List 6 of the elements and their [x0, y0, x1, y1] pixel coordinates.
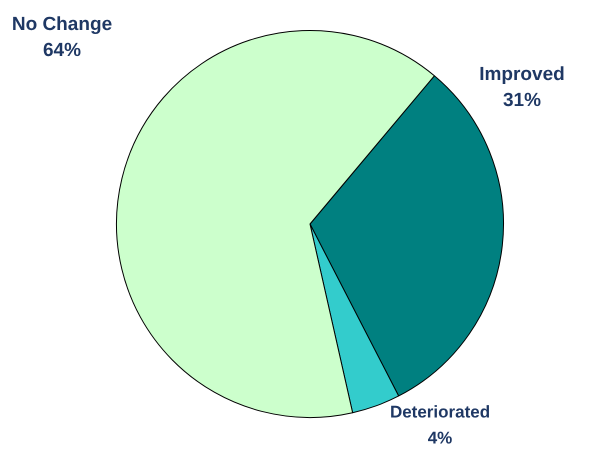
data-label: 31% — [502, 90, 542, 112]
data-label: 64% — [42, 40, 82, 62]
slice-label: Improved — [479, 64, 565, 86]
slice-label: No Change — [12, 14, 112, 36]
data-label: 4% — [428, 428, 452, 448]
slice-label: Deteriorated — [390, 402, 490, 422]
